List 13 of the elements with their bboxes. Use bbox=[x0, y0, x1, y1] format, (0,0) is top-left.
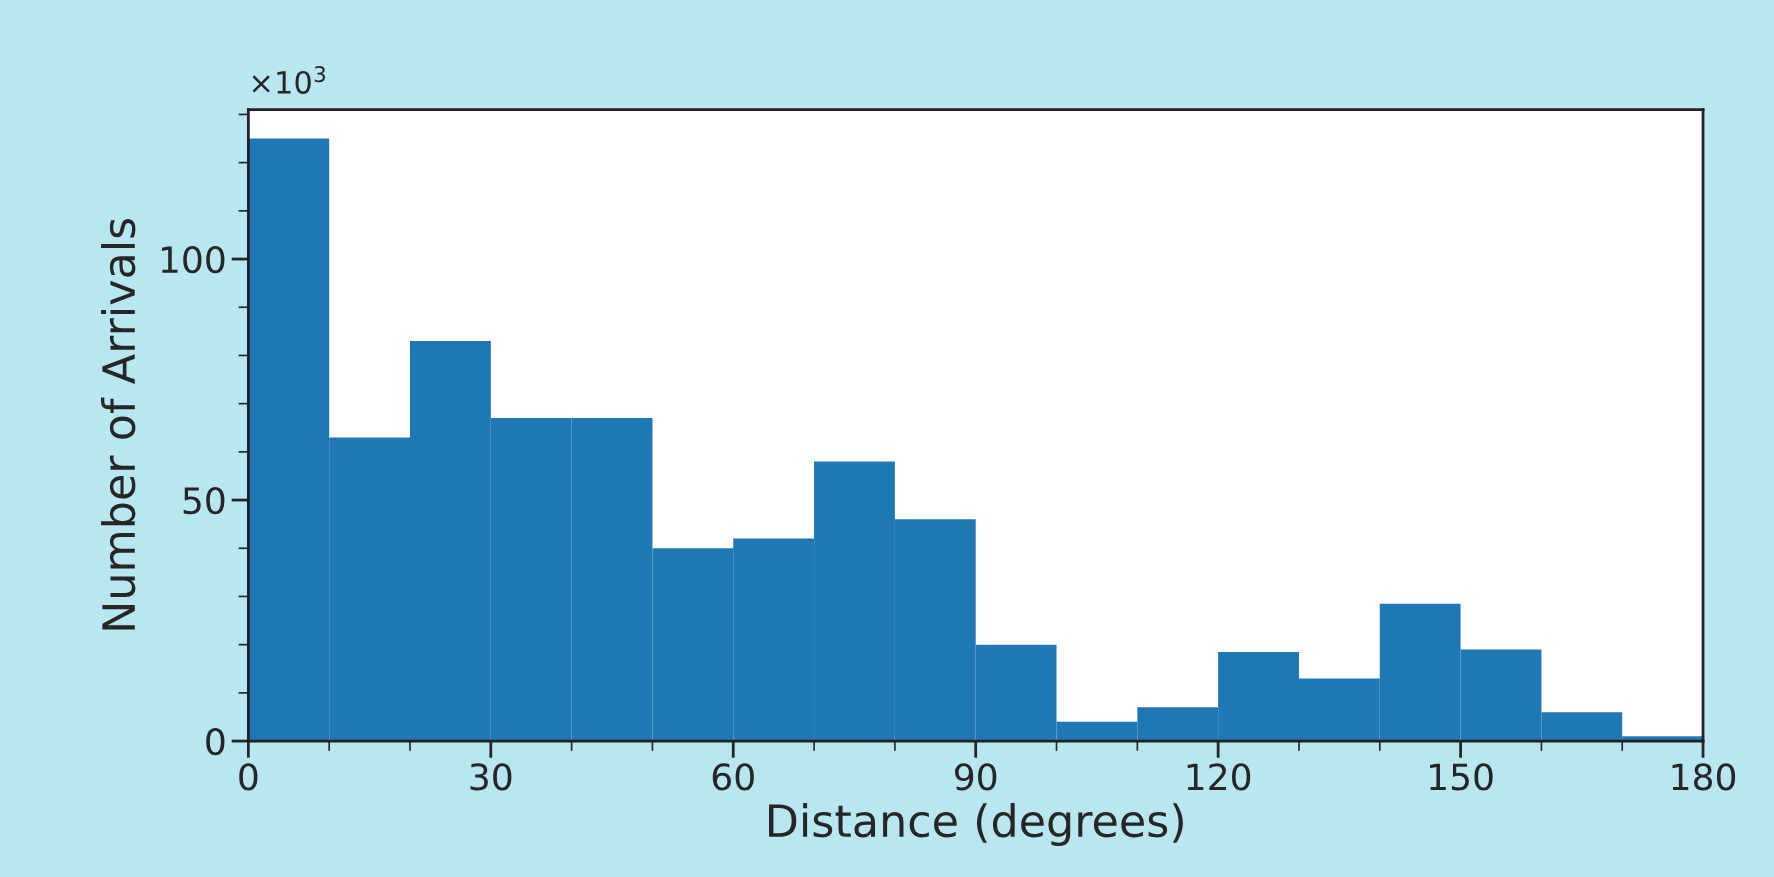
y-axis-title: Number of Arrivals bbox=[101, 218, 136, 630]
x-tick-label: 0 bbox=[239, 763, 258, 791]
x-tick-label: 30 bbox=[470, 763, 512, 791]
y-tick-label: 100 bbox=[161, 245, 225, 274]
y-tick-label: 0 bbox=[206, 727, 225, 756]
x-tick-label: 90 bbox=[955, 763, 997, 791]
x-tick-label: 60 bbox=[712, 763, 754, 791]
text: ×10$^{3}$ bbox=[252, 65, 326, 94]
x-axis-title: Distance (degrees) bbox=[769, 803, 1183, 847]
x-tick-label: 150 bbox=[1430, 763, 1493, 791]
x-tick-label: 180 bbox=[1672, 763, 1736, 791]
y-tick-label: 50 bbox=[183, 486, 225, 515]
x-tick-label: 120 bbox=[1187, 763, 1251, 791]
